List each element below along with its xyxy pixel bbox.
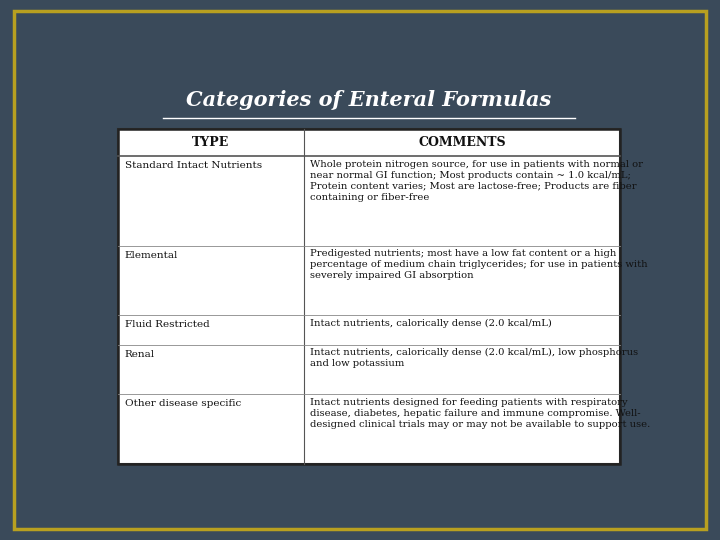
- Text: Renal: Renal: [125, 350, 155, 359]
- Text: Whole protein nitrogen source, for use in patients with normal or
near normal GI: Whole protein nitrogen source, for use i…: [310, 160, 644, 202]
- Text: COMMENTS: COMMENTS: [418, 136, 505, 149]
- Text: Other disease specific: Other disease specific: [125, 400, 241, 408]
- Bar: [118, 129, 620, 464]
- Text: Elemental: Elemental: [125, 251, 178, 260]
- Text: Predigested nutrients; most have a low fat content or a high
percentage of mediu: Predigested nutrients; most have a low f…: [310, 249, 648, 280]
- Text: Categories of Enteral Formulas: Categories of Enteral Formulas: [186, 90, 552, 110]
- Text: Fluid Restricted: Fluid Restricted: [125, 320, 210, 329]
- Text: TYPE: TYPE: [192, 136, 230, 149]
- Bar: [118, 129, 620, 464]
- Text: Intact nutrients, calorically dense (2.0 kcal/mL), low phosphorus
and low potass: Intact nutrients, calorically dense (2.0…: [310, 348, 639, 368]
- Text: Standard Intact Nutrients: Standard Intact Nutrients: [125, 161, 262, 170]
- Text: Intact nutrients, calorically dense (2.0 kcal/mL): Intact nutrients, calorically dense (2.0…: [310, 319, 552, 328]
- Text: Intact nutrients designed for feeding patients with respiratory
disease, diabete: Intact nutrients designed for feeding pa…: [310, 398, 651, 429]
